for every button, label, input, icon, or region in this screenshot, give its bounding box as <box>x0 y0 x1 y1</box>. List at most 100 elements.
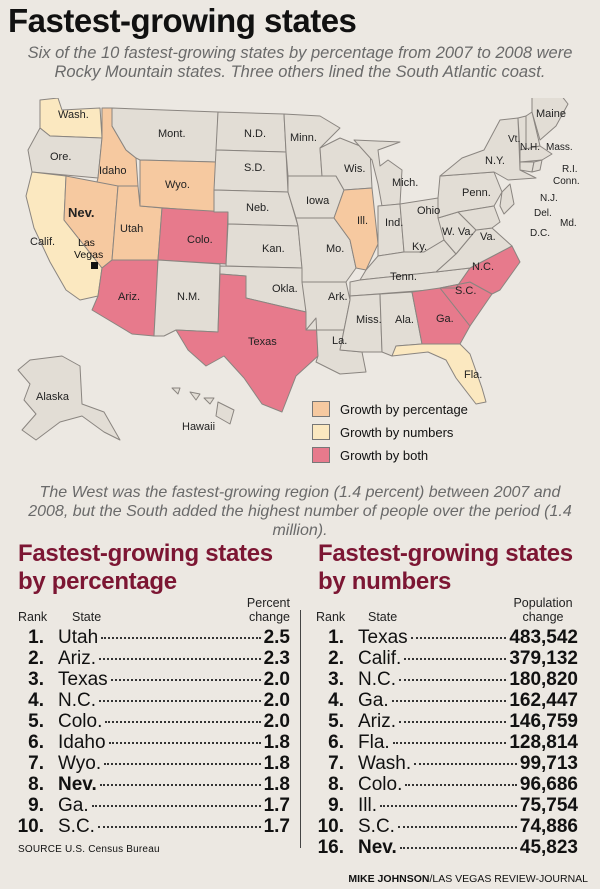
num-state: Wash. <box>358 753 411 774</box>
label-utah: Utah <box>120 223 143 235</box>
num-row: 1. Texas 483,542 <box>300 627 578 648</box>
label-ohio: Ohio <box>417 205 440 217</box>
pct-value: 1.8 <box>264 774 290 795</box>
num-value: 99,713 <box>520 753 578 774</box>
las-vegas-marker <box>91 262 98 269</box>
num-row: 9. Ill. 75,754 <box>300 795 578 816</box>
pct-rank: 5. <box>0 711 44 732</box>
label-hawaii: Hawaii <box>182 421 215 433</box>
legend-item-percentage: Growth by percentage <box>312 401 468 417</box>
pct-value: 2.0 <box>264 711 290 732</box>
label-mont: Mont. <box>158 128 186 140</box>
pct-leader-dots <box>99 700 261 702</box>
label-wyo: Wyo. <box>165 179 190 191</box>
credit-name: MIKE JOHNSON <box>348 873 429 885</box>
pct-leader-dots <box>92 805 261 807</box>
legend-swatch-percentage <box>312 401 330 417</box>
num-state: Ariz. <box>358 711 396 732</box>
pct-state: Ga. <box>58 795 89 816</box>
pct-rank: 1. <box>0 627 44 648</box>
num-state: N.C. <box>358 669 396 690</box>
num-row: 16. Nev. 45,823 <box>300 837 578 858</box>
label-idaho: Idaho <box>99 165 127 177</box>
pct-rank: 8. <box>0 774 44 795</box>
pct-state: Colo. <box>58 711 102 732</box>
num-value: 75,754 <box>520 795 578 816</box>
pct-value: 2.5 <box>264 627 290 648</box>
pct-state: S.C. <box>58 816 95 837</box>
num-value: 146,759 <box>509 711 578 732</box>
credit-org: /LAS VEGAS REVIEW-JOURNAL <box>429 873 588 885</box>
pct-value: 2.0 <box>264 669 290 690</box>
pct-leader-dots <box>105 721 260 723</box>
pct-state: Utah <box>58 627 98 648</box>
pct-row: 3. Texas 2.0 <box>0 669 290 690</box>
num-leader-dots <box>398 826 517 828</box>
num-value: 483,542 <box>509 627 578 648</box>
num-row: 3. N.C. 180,820 <box>300 669 578 690</box>
pct-state: Idaho <box>58 732 106 753</box>
label-mich: Mich. <box>392 177 418 189</box>
label-okla: Okla. <box>272 283 298 295</box>
num-row: 5. Ariz. 146,759 <box>300 711 578 732</box>
num-rank: 7. <box>300 753 344 774</box>
num-state: Nev. <box>358 837 397 858</box>
legend-label-percentage: Growth by percentage <box>340 402 468 417</box>
pct-state: N.C. <box>58 690 96 711</box>
table-percentage-title: Fastest-growing states by percentage <box>18 540 303 596</box>
label-ariz: Ariz. <box>118 291 140 303</box>
legend-label-both: Growth by both <box>340 448 428 463</box>
pct-state: Nev. <box>58 774 97 795</box>
label-minn: Minn. <box>290 132 317 144</box>
pct-row: 7. Wyo. 1.8 <box>0 753 290 774</box>
label-nj: N.J. <box>540 193 558 204</box>
num-value: 379,132 <box>509 648 578 669</box>
num-rank: 8. <box>300 774 344 795</box>
num-leader-dots <box>399 721 506 723</box>
legend-item-both: Growth by both <box>312 447 428 463</box>
pct-row: 9. Ga. 1.7 <box>0 795 290 816</box>
num-state: Calif. <box>358 648 401 669</box>
label-wva: W. Va. <box>442 226 474 238</box>
table-numbers-col-state: State <box>368 610 397 624</box>
pct-leader-dots <box>100 784 261 786</box>
label-calif: Calif. <box>30 236 55 248</box>
pct-leader-dots <box>98 826 261 828</box>
label-ky: Ky. <box>412 241 427 253</box>
label-ind: Ind. <box>385 217 403 229</box>
table-numbers-title: Fastest-growing states by numbers <box>318 540 593 596</box>
label-nh: N.H. <box>520 142 540 153</box>
num-rank: 2. <box>300 648 344 669</box>
label-kan: Kan. <box>262 243 285 255</box>
label-sc: S.C. <box>455 285 476 297</box>
num-rank: 6. <box>300 732 344 753</box>
num-row: 2. Calif. 379,132 <box>300 648 578 669</box>
pct-value: 2.0 <box>264 690 290 711</box>
label-ny: N.Y. <box>485 155 505 167</box>
pct-value: 1.8 <box>264 753 290 774</box>
label-ri: R.I. <box>562 164 578 175</box>
table-percentage-col-rank: Rank <box>18 610 47 624</box>
pct-row: 10. S.C. 1.7 <box>0 816 290 837</box>
table-numbers-col-value: Population change <box>508 596 578 624</box>
label-fla: Fla. <box>464 369 482 381</box>
legend-item-numbers: Growth by numbers <box>312 424 453 440</box>
label-ark: Ark. <box>328 291 348 303</box>
pct-state: Wyo. <box>58 753 101 774</box>
pct-row: 2. Ariz. 2.3 <box>0 648 290 669</box>
pct-value: 1.7 <box>264 795 290 816</box>
page-title: Fastest-growing states <box>8 2 356 40</box>
region-note: The West was the fastest-growing region … <box>18 483 582 540</box>
pct-state: Ariz. <box>58 648 96 669</box>
num-state: Ga. <box>358 690 389 711</box>
pct-leader-dots <box>104 763 260 765</box>
num-value: 180,820 <box>509 669 578 690</box>
num-value: 96,686 <box>520 774 578 795</box>
pct-rank: 4. <box>0 690 44 711</box>
pct-rank: 2. <box>0 648 44 669</box>
num-state: Texas <box>358 627 408 648</box>
label-nd: N.D. <box>244 128 266 140</box>
label-la: La. <box>332 335 347 347</box>
num-leader-dots <box>393 742 507 744</box>
table-percentage-col-value: Percent change <box>238 596 290 624</box>
